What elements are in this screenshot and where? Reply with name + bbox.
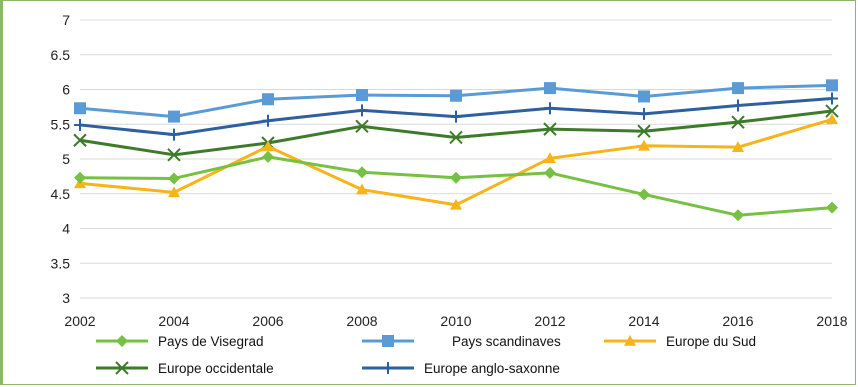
- y-tick-label: 5.5: [51, 116, 71, 132]
- data-point: [732, 209, 744, 222]
- data-point: [74, 171, 86, 184]
- data-point: [544, 166, 556, 179]
- y-axis: 3 3.5 4 4.5 5 5.5 6 6.5 7: [51, 12, 71, 306]
- data-point: [450, 171, 462, 184]
- data-point: [167, 148, 181, 162]
- legend-marker: [115, 361, 129, 375]
- legend-label: Europe du Sud: [666, 334, 756, 349]
- data-point: [356, 166, 368, 179]
- legend-item: Pays de Visegrad: [96, 334, 264, 349]
- y-tick-label: 5: [62, 151, 70, 167]
- legend-item: Pays scandinaves: [362, 334, 561, 349]
- data-point: [731, 115, 745, 129]
- y-tick-label: 3: [62, 290, 70, 306]
- legend-marker: [382, 335, 394, 347]
- data-point: [544, 82, 556, 95]
- x-tick-label: 2016: [722, 313, 753, 329]
- legend-marker: [116, 335, 128, 347]
- data-point: [74, 102, 86, 115]
- series-layer: [73, 79, 839, 222]
- legend: Pays de Visegrad Pays scandinaves Europe d…: [96, 334, 756, 376]
- data-point: [638, 188, 650, 201]
- x-tick-label: 2012: [534, 313, 565, 329]
- series-europe-du-sud: [74, 113, 838, 210]
- data-point: [826, 79, 838, 92]
- data-point: [826, 92, 838, 105]
- y-tick-label: 4.5: [51, 186, 71, 202]
- data-point: [262, 93, 274, 106]
- data-point: [356, 183, 368, 195]
- gridlines: [80, 19, 832, 299]
- x-tick-label: 2018: [816, 313, 847, 329]
- data-point: [356, 89, 368, 102]
- x-tick-label: 2006: [252, 313, 283, 329]
- y-tick-label: 4: [62, 221, 70, 237]
- y-tick-label: 6.5: [51, 47, 71, 63]
- data-point: [732, 82, 744, 95]
- data-point: [168, 172, 180, 185]
- data-point: [637, 124, 651, 138]
- legend-marker: [382, 362, 394, 374]
- legend-item: Europe du Sud: [604, 334, 756, 349]
- data-point: [262, 150, 274, 163]
- legend-label: Pays scandinaves: [452, 334, 561, 349]
- y-tick-label: 3.5: [51, 255, 71, 271]
- data-point: [638, 139, 650, 151]
- x-tick-label: 2014: [628, 313, 659, 329]
- data-point: [355, 119, 369, 134]
- legend-item: Europe occidentale: [96, 361, 274, 376]
- legend-label: Europe occidentale: [158, 361, 274, 376]
- data-point: [544, 152, 556, 164]
- series-pays-de-visegrad: [74, 150, 838, 222]
- data-point: [450, 198, 462, 210]
- y-tick-label: 6: [62, 82, 70, 98]
- data-point: [168, 128, 180, 141]
- y-tick-label: 7: [62, 12, 70, 28]
- data-point: [449, 130, 463, 145]
- x-axis: 2002 2004 2006 2008 2010 2012 2014 2016 2018: [64, 313, 847, 329]
- data-point: [732, 99, 744, 112]
- x-tick-label: 2004: [158, 313, 189, 329]
- data-point: [544, 102, 556, 115]
- data-point: [826, 113, 838, 125]
- data-point: [638, 107, 650, 120]
- data-point: [262, 114, 274, 127]
- data-point: [262, 140, 274, 152]
- x-tick-label: 2010: [440, 313, 471, 329]
- data-point: [450, 89, 462, 102]
- data-point: [74, 118, 86, 131]
- legend-marker: [624, 335, 636, 346]
- data-point: [638, 90, 650, 103]
- series-europe-anglo-saxonne: [74, 92, 838, 141]
- x-tick-label: 2008: [346, 313, 377, 329]
- data-point: [825, 104, 839, 118]
- data-point: [543, 122, 557, 136]
- data-point: [73, 133, 87, 147]
- legend-label: Pays de Visegrad: [158, 334, 264, 349]
- legend-label: Europe anglo-saxonne: [424, 361, 560, 376]
- data-point: [826, 201, 838, 214]
- legend-item: Europe anglo-saxonne: [362, 361, 560, 376]
- x-tick-label: 2002: [64, 313, 95, 329]
- data-point: [168, 186, 180, 198]
- data-point: [168, 110, 180, 123]
- data-point: [450, 110, 462, 123]
- series-europe-occidentale: [73, 104, 839, 162]
- data-point: [732, 141, 744, 152]
- data-point: [356, 104, 368, 117]
- series-pays-scandinaves: [74, 79, 838, 123]
